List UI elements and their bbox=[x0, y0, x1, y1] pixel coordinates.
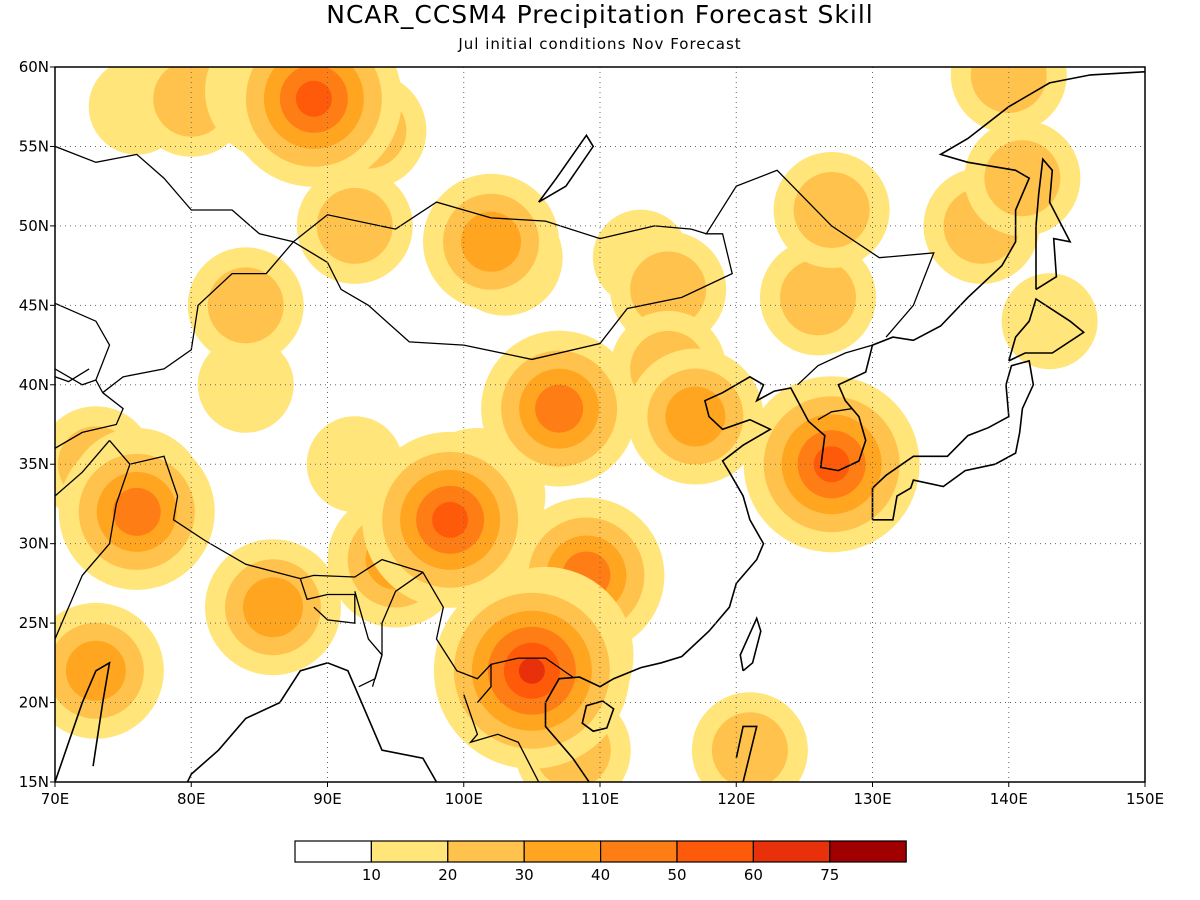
map-subtitle: Jul initial conditions Nov Forecast bbox=[458, 35, 742, 53]
coastline bbox=[538, 133, 595, 203]
country-border bbox=[55, 392, 124, 449]
country-border bbox=[354, 591, 383, 688]
colorbar-swatch bbox=[447, 840, 525, 863]
country-border bbox=[55, 439, 110, 497]
colorbar-swatch bbox=[294, 840, 373, 863]
lat-tick-label: 25N bbox=[19, 614, 49, 632]
skill-blob bbox=[461, 211, 521, 272]
lat-tick-label: 55N bbox=[19, 137, 49, 155]
skill-field-layer bbox=[55, 67, 1098, 782]
country-border bbox=[476, 664, 492, 704]
lon-tick-label: 120E bbox=[717, 790, 755, 808]
skill-blob bbox=[970, 67, 1047, 113]
skill-blob bbox=[793, 172, 870, 248]
coastline bbox=[186, 661, 438, 782]
country-border bbox=[817, 407, 853, 421]
coastline bbox=[1008, 297, 1086, 362]
map-title: NCAR_CCSM4 Precipitation Forecast Skill bbox=[326, 0, 874, 29]
lat-tick-label: 15N bbox=[19, 773, 49, 791]
skill-blob bbox=[243, 577, 303, 638]
colorbar-swatch bbox=[370, 840, 449, 863]
colorbar-swatch bbox=[523, 840, 602, 863]
country-border bbox=[797, 344, 873, 386]
colorbar-label: 40 bbox=[591, 866, 610, 884]
country-border bbox=[55, 302, 111, 394]
skill-blob bbox=[432, 501, 469, 538]
colorbar-swatch bbox=[599, 840, 678, 863]
lat-tick-label: 60N bbox=[19, 58, 49, 76]
colorbar-label: 60 bbox=[744, 866, 763, 884]
skill-blob bbox=[518, 657, 545, 684]
country-border bbox=[55, 368, 97, 386]
skill-blob bbox=[780, 259, 856, 336]
lat-tick-label: 35N bbox=[19, 455, 49, 473]
lon-tick-label: 80E bbox=[177, 790, 206, 808]
country-border bbox=[55, 145, 294, 243]
coastline-layer bbox=[55, 71, 1145, 782]
lon-tick-label: 70E bbox=[41, 790, 70, 808]
country-border bbox=[292, 201, 707, 243]
colorbar-swatch bbox=[752, 840, 831, 863]
country-border bbox=[55, 463, 131, 640]
coastline bbox=[581, 700, 615, 733]
coastline bbox=[871, 359, 1035, 521]
lon-tick-label: 150E bbox=[1126, 790, 1164, 808]
skill-blob bbox=[711, 712, 788, 782]
country-border bbox=[299, 578, 356, 624]
colorbar-label: 20 bbox=[438, 866, 457, 884]
skill-blob bbox=[630, 251, 707, 328]
lat-tick-label: 40N bbox=[19, 376, 49, 394]
coastline bbox=[1035, 157, 1072, 291]
skill-blob bbox=[112, 487, 161, 536]
colorbar-swatch bbox=[676, 840, 755, 863]
country-border bbox=[109, 439, 574, 680]
coastline bbox=[739, 616, 762, 672]
colorbar-label: 75 bbox=[820, 866, 839, 884]
lat-tick-label: 45N bbox=[19, 296, 49, 314]
lat-tick-label: 20N bbox=[19, 694, 49, 712]
lon-tick-label: 130E bbox=[853, 790, 891, 808]
country-border bbox=[102, 169, 935, 394]
lon-tick-label: 90E bbox=[313, 790, 342, 808]
coastline bbox=[544, 71, 1145, 782]
country-border bbox=[463, 694, 540, 782]
lat-tick-label: 50N bbox=[19, 217, 49, 235]
grid-layer bbox=[55, 67, 1145, 782]
colorbar-label: 10 bbox=[362, 866, 381, 884]
country-border bbox=[371, 571, 424, 687]
lon-tick-label: 110E bbox=[581, 790, 619, 808]
latitude-axis: 15N 20N 25N 30N 35N 40N 45N 50N 55N 60N bbox=[19, 58, 55, 791]
colorbar: 10 20 30 40 50 60 75 bbox=[294, 840, 907, 884]
lon-tick-label: 100E bbox=[445, 790, 483, 808]
skill-blob bbox=[665, 386, 726, 447]
coastline bbox=[735, 725, 758, 782]
country-border bbox=[55, 368, 90, 383]
longitude-axis: 70E 80E 90E 100E 110E 120E 130E 140E 150E bbox=[41, 782, 1164, 808]
colorbar-swatch bbox=[829, 840, 907, 863]
colorbar-label: 50 bbox=[667, 866, 686, 884]
coastline bbox=[55, 661, 111, 782]
lat-tick-label: 30N bbox=[19, 535, 49, 553]
lon-tick-label: 140E bbox=[990, 790, 1028, 808]
skill-blob bbox=[813, 446, 850, 483]
skill-blob bbox=[295, 80, 332, 117]
skill-blob bbox=[316, 187, 393, 264]
colorbar-label: 30 bbox=[515, 866, 534, 884]
skill-blob bbox=[1001, 273, 1098, 370]
skill-blob bbox=[984, 140, 1061, 217]
skill-blob bbox=[535, 384, 584, 433]
